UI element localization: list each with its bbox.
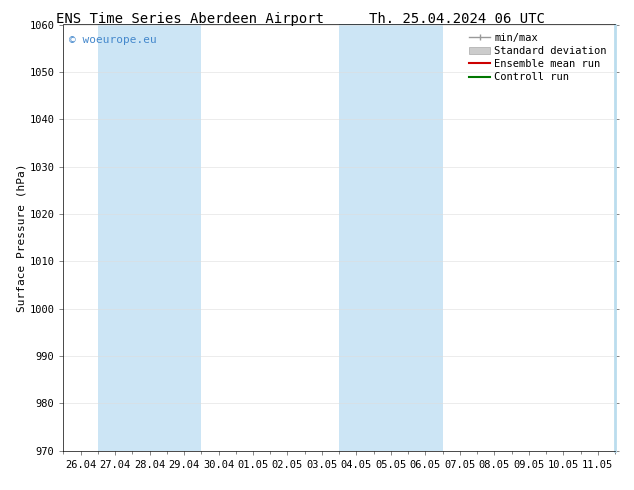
Legend: min/max, Standard deviation, Ensemble mean run, Controll run: min/max, Standard deviation, Ensemble me… <box>466 30 610 85</box>
Bar <box>98 24 202 451</box>
Y-axis label: Surface Pressure (hPa): Surface Pressure (hPa) <box>16 163 27 312</box>
Text: ENS Time Series Aberdeen Airport: ENS Time Series Aberdeen Airport <box>56 12 324 26</box>
Bar <box>339 24 443 451</box>
Text: © woeurope.eu: © woeurope.eu <box>69 35 157 45</box>
Text: Th. 25.04.2024 06 UTC: Th. 25.04.2024 06 UTC <box>368 12 545 26</box>
